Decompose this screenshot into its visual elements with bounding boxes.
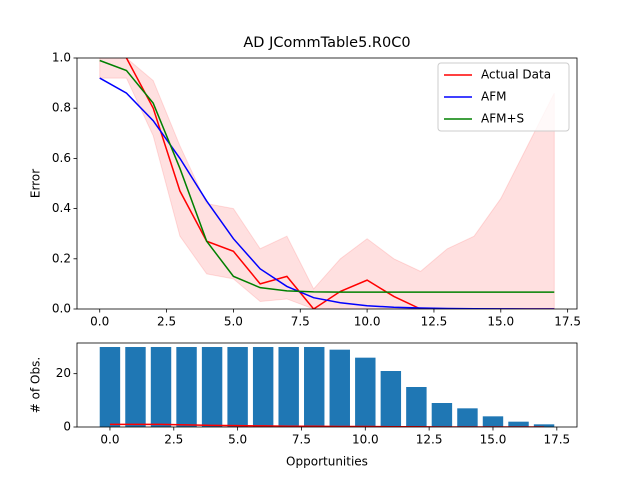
axes-frame — [76, 57, 578, 310]
x-tick-label: 7.5 — [291, 315, 310, 329]
bar — [304, 347, 325, 427]
x-tick-label: 0.0 — [90, 315, 109, 329]
confidence-band — [99, 58, 555, 309]
bar — [431, 403, 453, 427]
y-tick-label: 1.0 — [52, 51, 71, 65]
bar — [201, 347, 223, 427]
plot-area — [99, 347, 555, 427]
y-tick-label: 0.0 — [52, 302, 71, 316]
y-tick-label: 0.6 — [52, 151, 71, 165]
legend-box — [437, 62, 570, 132]
axes-frame — [76, 342, 578, 428]
bar — [329, 349, 350, 427]
x-tick-label: 17.5 — [554, 315, 581, 329]
bar — [355, 357, 376, 427]
bar — [457, 408, 478, 427]
bar — [227, 347, 248, 427]
bar — [176, 347, 197, 427]
y-axis-label: Error — [29, 169, 43, 198]
y-axis-label: # of Obs. — [29, 357, 43, 413]
y-tick-label: 0.4 — [52, 201, 71, 215]
x-tick-label: 5.0 — [224, 315, 243, 329]
x-tick-label: 7.5 — [292, 433, 311, 447]
bar — [482, 416, 504, 427]
x-tick-label: 12.5 — [416, 433, 443, 447]
bar — [406, 387, 427, 427]
x-tick-label: 0.0 — [100, 433, 119, 447]
chart-title: AD JCommTable5.R0C0 — [243, 35, 410, 51]
bar — [380, 371, 402, 427]
legend-label: AFM+S — [481, 112, 524, 126]
bar — [533, 424, 555, 427]
x-tick-label: 10.0 — [354, 315, 381, 329]
y-tick-label: 20 — [56, 366, 71, 380]
y-tick-label: 0 — [63, 420, 71, 434]
x-tick-label: 12.5 — [421, 315, 448, 329]
x-tick-label: 2.5 — [164, 433, 183, 447]
bar — [125, 347, 146, 427]
x-axis-label: Opportunities — [286, 455, 368, 469]
x-tick-label: 5.0 — [228, 433, 247, 447]
x-tick-label: 2.5 — [157, 315, 176, 329]
bar — [252, 347, 274, 427]
x-tick-label: 15.0 — [480, 433, 507, 447]
x-tick-label: 10.0 — [352, 433, 379, 447]
bar — [150, 347, 172, 427]
x-tick-label: 15.0 — [487, 315, 514, 329]
legend-label: AFM — [481, 90, 506, 104]
bar — [278, 347, 299, 427]
bar — [508, 421, 529, 427]
bar — [99, 347, 121, 427]
x-tick-label: 17.5 — [543, 433, 570, 447]
legend-label: Actual Data — [481, 68, 551, 82]
y-tick-label: 0.2 — [52, 251, 71, 265]
series-line — [99, 59, 555, 293]
y-tick-label: 0.8 — [52, 101, 71, 115]
overlay-line — [109, 423, 545, 427]
